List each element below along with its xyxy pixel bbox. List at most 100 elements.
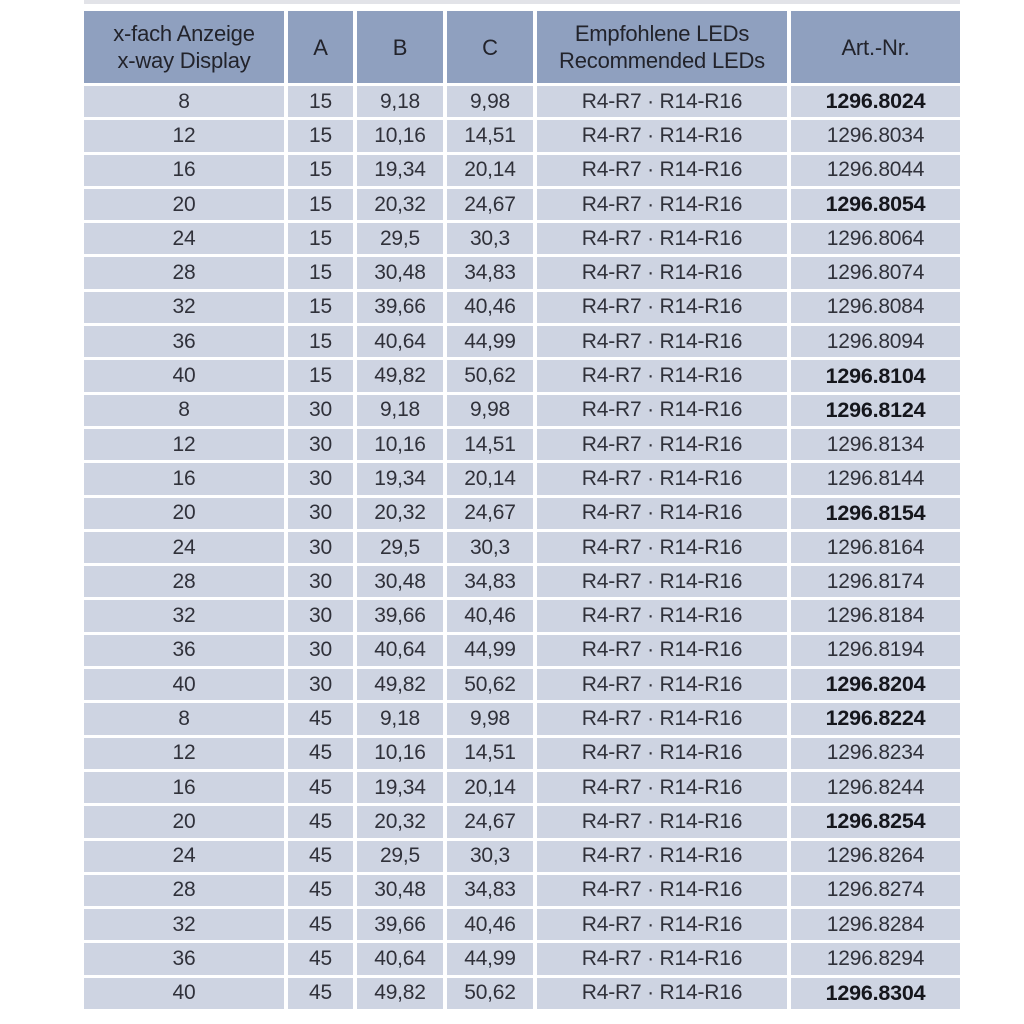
cell-x: 40 — [84, 977, 284, 1010]
cell-a: 30 — [288, 634, 353, 667]
cell-c: 9,98 — [447, 86, 533, 118]
header-a: A — [288, 11, 353, 83]
cell-art: 1296.8124 — [791, 394, 960, 426]
header-xway-display: x-fach Anzeige x-way Display — [84, 11, 284, 83]
cell-a: 30 — [288, 566, 353, 598]
cell-leds: R4-R7 · R14-R16 — [537, 154, 787, 186]
header-art-nr-label: Art.-Nr. — [841, 34, 910, 60]
cell-leds: R4-R7 · R14-R16 — [537, 703, 787, 735]
cell-b: 40,64 — [357, 943, 443, 975]
cell-art: 1296.8054 — [791, 188, 960, 221]
cell-b: 20,32 — [357, 497, 443, 529]
cell-art: 1296.8274 — [791, 874, 960, 907]
cell-a: 15 — [288, 120, 353, 152]
cell-b: 29,5 — [357, 531, 443, 564]
header-leds-line2: Recommended LEDs — [559, 48, 765, 73]
cell-x: 12 — [84, 120, 284, 152]
cell-art: 1296.8164 — [791, 531, 960, 564]
cell-leds: R4-R7 · R14-R16 — [537, 223, 787, 255]
cell-x: 16 — [84, 154, 284, 186]
cell-b: 30,48 — [357, 566, 443, 598]
cell-leds: R4-R7 · R14-R16 — [537, 840, 787, 872]
cell-b: 29,5 — [357, 223, 443, 255]
cell-c: 44,99 — [447, 326, 533, 358]
header-c: C — [447, 11, 533, 83]
cell-x: 16 — [84, 771, 284, 804]
cell-leds: R4-R7 · R14-R16 — [537, 566, 787, 598]
cell-art: 1296.8034 — [791, 120, 960, 152]
cell-leds: R4-R7 · R14-R16 — [537, 737, 787, 769]
cell-c: 30,3 — [447, 223, 533, 255]
cell-b: 19,34 — [357, 154, 443, 186]
cell-b: 49,82 — [357, 669, 443, 701]
cell-c: 20,14 — [447, 154, 533, 186]
cell-a: 15 — [288, 257, 353, 289]
cell-x: 8 — [84, 394, 284, 426]
cell-a: 45 — [288, 840, 353, 872]
cell-a: 45 — [288, 806, 353, 838]
cell-a: 15 — [288, 360, 353, 392]
cell-c: 24,67 — [447, 188, 533, 221]
cell-b: 10,16 — [357, 428, 443, 461]
cell-b: 39,66 — [357, 909, 443, 941]
cell-x: 36 — [84, 943, 284, 975]
cell-x: 36 — [84, 326, 284, 358]
cell-leds: R4-R7 · R14-R16 — [537, 394, 787, 426]
cell-x: 20 — [84, 806, 284, 838]
cell-art: 1296.8064 — [791, 223, 960, 255]
cell-a: 45 — [288, 909, 353, 941]
cell-c: 40,46 — [447, 291, 533, 324]
cell-b: 29,5 — [357, 840, 443, 872]
header-xway-line2: x-way Display — [117, 48, 251, 73]
cell-b: 39,66 — [357, 600, 443, 632]
cell-x: 24 — [84, 531, 284, 564]
cell-x: 32 — [84, 909, 284, 941]
cell-leds: R4-R7 · R14-R16 — [537, 806, 787, 838]
cell-leds: R4-R7 · R14-R16 — [537, 326, 787, 358]
cell-a: 30 — [288, 463, 353, 495]
cell-x: 20 — [84, 188, 284, 221]
cell-x: 12 — [84, 428, 284, 461]
cell-art: 1296.8044 — [791, 154, 960, 186]
cell-a: 15 — [288, 86, 353, 118]
cell-leds: R4-R7 · R14-R16 — [537, 188, 787, 221]
cell-b: 40,64 — [357, 326, 443, 358]
cell-a: 30 — [288, 394, 353, 426]
header-b: B — [357, 11, 443, 83]
header-leds: Empfohlene LEDs Recommended LEDs — [537, 11, 787, 83]
cell-art: 1296.8234 — [791, 737, 960, 769]
cell-c: 50,62 — [447, 977, 533, 1010]
cell-c: 30,3 — [447, 531, 533, 564]
cell-b: 19,34 — [357, 771, 443, 804]
cell-x: 24 — [84, 840, 284, 872]
cell-leds: R4-R7 · R14-R16 — [537, 634, 787, 667]
cell-leds: R4-R7 · R14-R16 — [537, 120, 787, 152]
cell-a: 30 — [288, 497, 353, 529]
cell-b: 30,48 — [357, 874, 443, 907]
cell-art: 1296.8254 — [791, 806, 960, 838]
header-xway-line1: x-fach Anzeige — [113, 21, 255, 46]
cell-c: 14,51 — [447, 428, 533, 461]
cell-c: 9,98 — [447, 394, 533, 426]
cell-art: 1296.8304 — [791, 977, 960, 1010]
cell-x: 36 — [84, 634, 284, 667]
cell-leds: R4-R7 · R14-R16 — [537, 291, 787, 324]
cell-art: 1296.8174 — [791, 566, 960, 598]
cell-art: 1296.8294 — [791, 943, 960, 975]
cell-art: 1296.8094 — [791, 326, 960, 358]
cell-c: 24,67 — [447, 497, 533, 529]
cell-a: 45 — [288, 703, 353, 735]
cell-c: 14,51 — [447, 120, 533, 152]
cell-leds: R4-R7 · R14-R16 — [537, 909, 787, 941]
cell-c: 50,62 — [447, 360, 533, 392]
cell-b: 40,64 — [357, 634, 443, 667]
cell-leds: R4-R7 · R14-R16 — [537, 771, 787, 804]
cell-leds: R4-R7 · R14-R16 — [537, 497, 787, 529]
cell-art: 1296.8284 — [791, 909, 960, 941]
cell-art: 1296.8104 — [791, 360, 960, 392]
cell-leds: R4-R7 · R14-R16 — [537, 669, 787, 701]
cell-c: 24,67 — [447, 806, 533, 838]
cell-x: 12 — [84, 737, 284, 769]
cell-art: 1296.8184 — [791, 600, 960, 632]
cell-a: 30 — [288, 428, 353, 461]
